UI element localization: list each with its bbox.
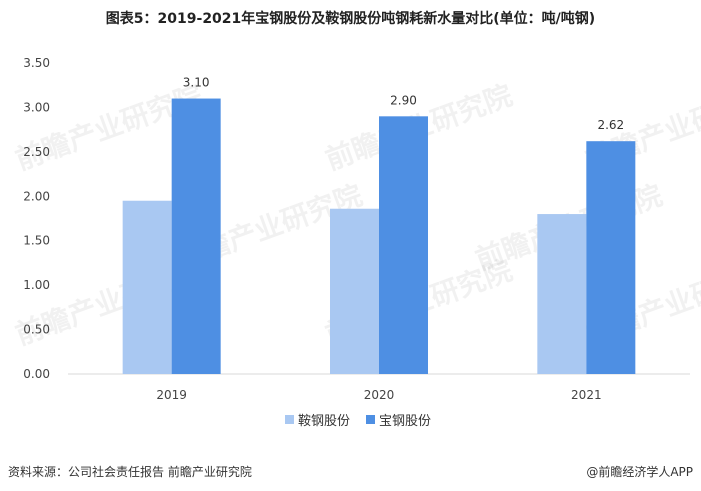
x-tick-label: 2019 — [156, 388, 187, 402]
y-tick-label: 3.50 — [23, 56, 50, 70]
footer: 资料来源：公司社会责任报告 前瞻产业研究院 @前瞻经济学人APP — [8, 463, 693, 483]
credit-text: 前瞻经济学人APP — [598, 465, 693, 479]
bar-2019-series-2 — [171, 98, 221, 375]
bar-2021-series-2 — [586, 141, 636, 374]
bar-2019-series-1 — [122, 200, 172, 374]
y-tick-label: 0.00 — [23, 367, 50, 381]
legend-swatch-2 — [366, 415, 375, 424]
y-tick-label: 1.50 — [23, 234, 50, 248]
legend-label-2: 宝钢股份 — [379, 414, 431, 429]
bar-2021-series-1 — [537, 214, 587, 374]
bar-2020-series-1 — [330, 208, 379, 374]
data-label: 3.10 — [183, 76, 210, 90]
source-note: 资料来源：公司社会责任报告 前瞻产业研究院 — [8, 465, 252, 479]
y-tick-label: 3.00 — [23, 100, 50, 114]
x-tick-label: 2021 — [571, 388, 602, 402]
y-tick-label: 2.50 — [23, 145, 50, 159]
bar-2020-series-2 — [379, 116, 428, 375]
y-tick-label: 0.50 — [23, 323, 50, 337]
legend-label-1: 鞍钢股份 — [298, 413, 350, 429]
bar-chart: 前瞻产业研究院前瞻产业研究院前瞻产业研究院前瞻产业研究院前瞻产业研究院前瞻产业研… — [11, 56, 701, 429]
legend-swatch-1 — [285, 415, 294, 424]
data-label: 2.90 — [390, 93, 417, 107]
data-label: 2.62 — [597, 118, 624, 132]
chart-title: 图表5：2019-2021年宝钢股份及鞍钢股份吨钢耗新水量对比(单位：吨/吨钢) — [105, 11, 596, 27]
credit: @前瞻经济学人APP — [586, 463, 693, 480]
at-symbol: @ — [586, 465, 599, 479]
y-tick-label: 1.00 — [23, 278, 50, 292]
y-tick-label: 2.00 — [23, 189, 50, 203]
x-tick-label: 2020 — [364, 388, 395, 402]
